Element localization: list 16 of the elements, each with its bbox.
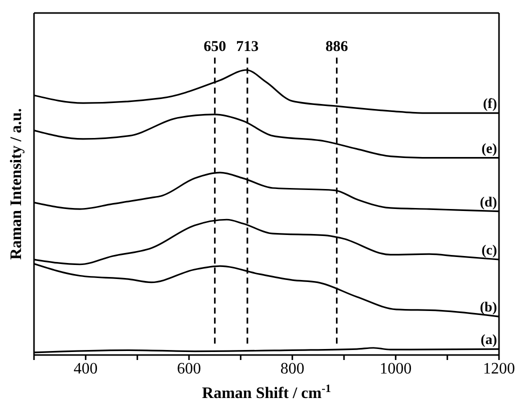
series-label: (c) [481,244,498,259]
y-axis-title: Raman Intensity / a.u. [8,108,24,260]
x-tick-label: 800 [280,360,304,378]
ref-line-label: 886 [326,38,349,55]
series-label: (a) [480,333,498,348]
series-label: (f) [483,97,498,112]
series-label: (b) [480,300,498,316]
ref-line-label: 713 [236,38,259,55]
x-tick-label: 1200 [483,360,515,378]
series-label: (e) [481,142,498,157]
ref-line-label: 650 [204,38,226,55]
series-label: (d) [480,195,498,210]
x-axis-title: Raman Shift / cm$^{-1}$ [202,383,332,402]
x-tick-label: 1000 [380,360,412,378]
x-tick-label: 400 [74,360,98,378]
x-tick-label: 600 [177,360,201,378]
